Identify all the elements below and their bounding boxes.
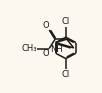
Text: O: O xyxy=(42,21,49,29)
Text: CH₃: CH₃ xyxy=(21,44,37,53)
Text: Cl: Cl xyxy=(62,17,70,26)
Text: O: O xyxy=(42,49,49,58)
Text: NH: NH xyxy=(50,45,63,54)
Text: Cl: Cl xyxy=(62,70,70,79)
